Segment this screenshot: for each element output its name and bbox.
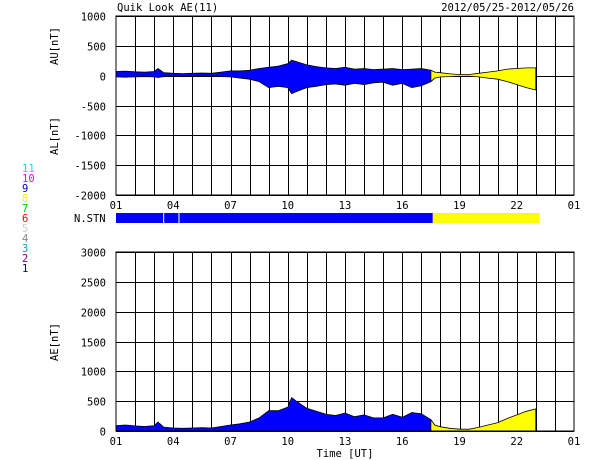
- ae-x-tick-label: 16: [396, 436, 409, 448]
- ae-y-tick-label: 3000: [81, 248, 106, 260]
- au-al-frame: [115, 15, 575, 196]
- au-al-x-tick-label: 10: [281, 200, 294, 212]
- x-axis-label: Time [UT]: [317, 448, 374, 460]
- au-al-x-tick-label: 19: [453, 200, 466, 212]
- au-al-x-ticks: 01 04 07 10 13 16 19 22 01: [110, 200, 581, 212]
- ae-axis-label: AE[nT]: [49, 323, 61, 361]
- station-legend-item: 1: [22, 263, 28, 275]
- station-legend-item: 8: [22, 193, 28, 205]
- station-legend-item: 2: [22, 253, 28, 265]
- au-al-grid: [116, 16, 574, 196]
- ae-frame: [115, 251, 575, 432]
- station-legend-item: 4: [22, 233, 28, 245]
- chart-title: Quik Look AE(11): [117, 2, 218, 14]
- au-al-x-tick-label: 07: [224, 200, 237, 212]
- station-legend-item: 5: [22, 223, 28, 235]
- al-axis-label: AL[nT]: [49, 117, 61, 155]
- ae-x-ticks: 01 04 07 10 13 16 19 22 01: [110, 436, 581, 448]
- au-al-y-tick-label: -1000: [74, 131, 106, 143]
- ae-x-tick-label: 01: [568, 436, 581, 448]
- station-legend-item: 6: [22, 213, 28, 225]
- n-stn-segment-realtime: [432, 213, 540, 223]
- au-al-x-tick-label: 01: [110, 200, 123, 212]
- ae-x-tick-label: 19: [453, 436, 466, 448]
- ae-x-tick-label: 01: [110, 436, 123, 448]
- au-al-y-tick-label: 0: [100, 72, 106, 84]
- au-al-y-tick-label: -1500: [74, 161, 106, 173]
- ae-x-tick-label: 13: [339, 436, 352, 448]
- station-legend-item: 9: [22, 183, 28, 195]
- ae-y-tick-label: 0: [100, 427, 106, 439]
- n-stn-panel: N.STN: [74, 213, 540, 225]
- n-stn-label: N.STN: [74, 213, 106, 225]
- ae-realtime-area: [430, 408, 537, 432]
- au-al-x-tick-label: 01: [568, 200, 581, 212]
- date-range: 2012/05/25-2012/05/26: [441, 2, 574, 14]
- au-al-x-tick-label: 22: [510, 200, 523, 212]
- au-axis-label: AU[nT]: [49, 27, 61, 65]
- au-al-y-tick-label: -500: [81, 102, 106, 114]
- ae-y-tick-label: 1500: [81, 338, 106, 350]
- au-al-panel: 1000 500 0 -500 -1000 -1500 -2000 01 04 07 10 13 16…: [49, 12, 580, 213]
- station-legend-item: 7: [22, 203, 28, 215]
- station-legend-item: 10: [22, 173, 35, 185]
- ae-x-tick-label: 22: [510, 436, 523, 448]
- station-legend-item: 3: [22, 243, 28, 255]
- ae-provisional-area: [115, 396, 436, 432]
- ae-x-tick-label: 07: [224, 436, 237, 448]
- ae-area: [115, 396, 537, 432]
- n-stn-segment-provisional: [116, 213, 433, 223]
- au-al-x-tick-label: 16: [396, 200, 409, 212]
- au-al-provisional-area: [115, 59, 436, 95]
- au-al-y-ticks: 1000 500 0 -500 -1000 -1500 -2000: [74, 12, 106, 203]
- au-al-y-tick-label: 500: [87, 42, 106, 54]
- ae-grid: [116, 252, 574, 432]
- ae-y-tick-label: 1000: [81, 367, 106, 379]
- ae-y-tick-label: 2000: [81, 308, 106, 320]
- ae-y-tick-label: 500: [87, 397, 106, 409]
- au-al-area: [115, 59, 537, 95]
- n-stn-segments: [116, 213, 540, 223]
- ae-y-ticks: 3000 2500 2000 1500 1000 500 0: [81, 248, 106, 439]
- ae-x-tick-label: 10: [281, 436, 294, 448]
- au-al-x-tick-label: 04: [167, 200, 180, 212]
- ae-y-tick-label: 2500: [81, 278, 106, 290]
- ae-x-tick-label: 04: [167, 436, 180, 448]
- au-al-x-tick-label: 13: [339, 200, 352, 212]
- au-al-y-tick-label: 1000: [81, 12, 106, 24]
- ae-panel: 3000 2500 2000 1500 1000 500 0 01 04 07 10 13 16 19 2…: [49, 248, 580, 460]
- au-al-y-tick-label: -2000: [74, 191, 106, 203]
- station-legend-item: 11: [22, 163, 35, 175]
- au-al-realtime-area: [430, 67, 537, 91]
